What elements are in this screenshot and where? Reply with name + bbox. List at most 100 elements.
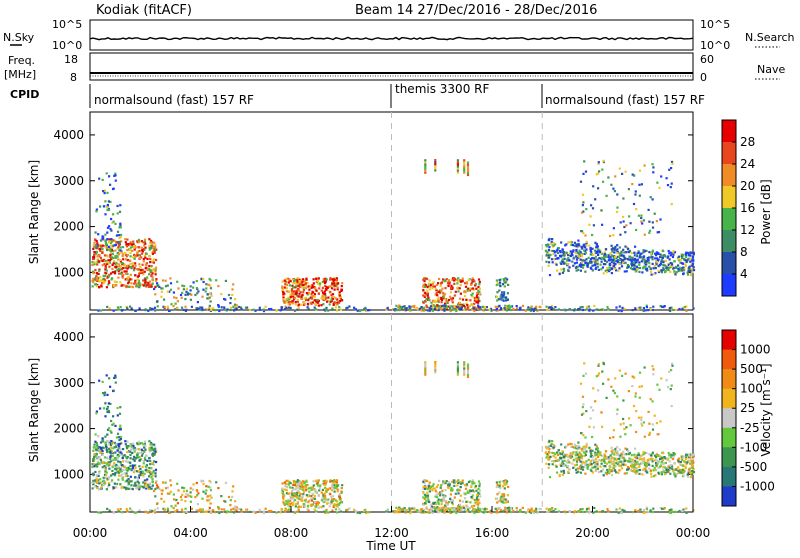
power-mark-2037 (549, 254, 551, 256)
velocity-mark-1565 (139, 509, 141, 511)
velocity-mark-1606 (618, 512, 620, 514)
power-mark-1231 (426, 278, 428, 280)
power-mark-1537 (249, 309, 251, 311)
velocity-mark-965 (316, 482, 318, 484)
velocity-mark-1450 (519, 509, 521, 511)
velocity-mark-977 (285, 500, 287, 502)
power-mark-2217 (643, 249, 645, 251)
power-mark-425 (98, 270, 100, 272)
velocity-mark-457 (154, 448, 156, 450)
power-mark-2317 (576, 270, 578, 272)
power-mark-2143 (625, 262, 627, 264)
velocity-mark-2156 (682, 465, 684, 467)
power-mark-335 (139, 266, 141, 268)
velocity-mark-387 (115, 486, 117, 488)
velocity-mark-2203 (652, 460, 654, 462)
power-mark-1128 (448, 279, 450, 281)
velocity-mark-1446 (498, 507, 500, 509)
power-mark-2392 (634, 193, 636, 195)
velocity-mark-294 (122, 460, 124, 462)
power-mark-445 (103, 260, 105, 262)
power-mark-1417 (443, 305, 445, 307)
velocity-mark-249 (108, 468, 110, 470)
velocity-mark-714 (163, 501, 165, 503)
power-mark-2237 (596, 261, 598, 263)
velocity-mark-6 (142, 466, 144, 468)
velocity-mark-1571 (387, 509, 389, 511)
velocity-mark-423 (123, 472, 125, 474)
power-mark-1980 (683, 272, 685, 274)
power-mark-1252 (473, 280, 475, 282)
velocity-mark-439 (99, 450, 101, 452)
power-mark-2447 (670, 167, 672, 169)
power-mark-2270 (662, 250, 664, 252)
power-mark-2436 (620, 221, 622, 223)
power-scatter-marks (91, 159, 695, 312)
velocity-mark-658 (175, 499, 177, 501)
velocity-mark-1404 (453, 508, 455, 510)
velocity-mark-1302 (442, 498, 444, 500)
power-mark-1935 (552, 261, 554, 263)
power-mark-1775 (611, 250, 613, 252)
power-mark-2409 (668, 169, 670, 171)
velocity-mark-1285 (463, 507, 465, 509)
velocity-mark-488 (138, 441, 140, 443)
velocity-mark-1510 (106, 508, 108, 510)
power-mark-2240 (685, 265, 687, 267)
velocity-mark-706 (207, 495, 209, 497)
power-mark-529 (104, 213, 106, 215)
power-mark-1265 (459, 302, 461, 304)
power-mark-712 (228, 294, 230, 296)
power-mark-610 (190, 294, 192, 296)
power-mark-612 (230, 307, 232, 309)
nave-label: Nave (757, 63, 785, 76)
power-mark-2442 (652, 198, 654, 200)
power-mark-1404 (453, 306, 455, 308)
power-mark-805 (341, 282, 343, 284)
power-mark-268 (99, 276, 101, 278)
power-mark-1563 (353, 307, 355, 309)
velocity-mark-934 (341, 487, 343, 489)
velocity-mark-60 (129, 454, 131, 456)
freq-label: Freq. (8, 54, 35, 67)
velocity-mark-1422 (397, 508, 399, 510)
velocity-mark-951 (315, 492, 317, 494)
power-mark-1275 (444, 298, 446, 300)
power-mark-1674 (548, 307, 550, 309)
power-mark-2400 (671, 161, 673, 163)
power-mark-2462 (622, 216, 624, 218)
power-mark-1612 (546, 309, 548, 311)
velocity-mark-532 (116, 450, 118, 452)
power-mark-1004 (282, 291, 284, 293)
velocity-mark-576 (113, 423, 115, 425)
velocity-mark-712 (228, 496, 230, 498)
power-mark-479 (132, 241, 134, 243)
velocity-mark-1652 (596, 510, 598, 512)
power-mark-382 (138, 241, 140, 243)
power-mark-413 (148, 245, 150, 247)
figure-title: Kodiak (fitACF) (96, 3, 192, 18)
velocity-mark-1641 (621, 512, 623, 514)
power-mark-1312 (477, 302, 479, 304)
power-mark-944 (302, 286, 304, 288)
power-mark-1236 (457, 277, 459, 279)
power-mark-2257 (586, 241, 588, 243)
power-mark-840 (313, 282, 315, 284)
velocity-mark-2100 (580, 472, 582, 474)
power-mark-1436 (473, 310, 475, 312)
velocity-mark-877 (294, 484, 296, 486)
velocity-mark-663 (185, 493, 187, 495)
velocity-mark-2199 (677, 470, 679, 472)
power-mark-2335 (597, 254, 599, 256)
power-mark-377 (151, 260, 153, 262)
power-mark-2290 (614, 256, 616, 258)
velocity-mark-978 (298, 492, 300, 494)
velocity-mark-579 (105, 444, 107, 446)
power-mark-2120 (639, 256, 641, 258)
power-mark-667 (193, 281, 195, 283)
velocity-mark-1298 (428, 501, 430, 503)
power-mark-1325 (475, 309, 477, 311)
velocity-mark-1564 (97, 512, 99, 514)
velocity-mark-282 (117, 460, 119, 462)
power-mark-2261 (580, 259, 582, 261)
